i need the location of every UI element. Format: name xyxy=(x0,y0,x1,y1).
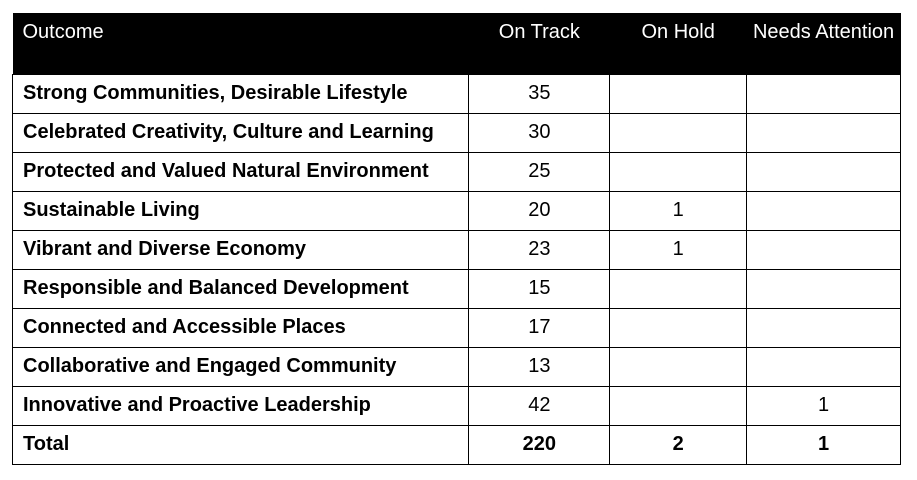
needs-attention-cell xyxy=(746,73,901,114)
table-row: Connected and Accessible Places 17 xyxy=(11,307,901,348)
total-row: Total 220 2 1 xyxy=(11,424,901,465)
needs-attention-cell xyxy=(746,190,901,231)
needs-attention-cell xyxy=(746,268,901,309)
table-row: Collaborative and Engaged Community 13 xyxy=(11,346,901,387)
needs-attention-cell xyxy=(746,151,901,192)
on-track-cell: 35 xyxy=(468,73,611,114)
outcome-cell: Collaborative and Engaged Community xyxy=(11,346,470,387)
outcome-cell: Strong Communities, Desirable Lifestyle xyxy=(11,73,470,114)
on-track-cell: 20 xyxy=(468,190,611,231)
needs-attention-cell xyxy=(746,229,901,270)
on-track-cell: 13 xyxy=(468,346,611,387)
table-row: Celebrated Creativity, Culture and Learn… xyxy=(11,112,901,153)
on-hold-cell xyxy=(609,385,748,426)
outcome-cell: Vibrant and Diverse Economy xyxy=(11,229,470,270)
on-hold-cell xyxy=(609,73,748,114)
outcome-cell: Sustainable Living xyxy=(11,190,470,231)
on-track-cell: 23 xyxy=(468,229,611,270)
needs-attention-cell xyxy=(746,307,901,348)
outcome-cell: Celebrated Creativity, Culture and Learn… xyxy=(11,112,470,153)
table-row: Responsible and Balanced Development 15 xyxy=(11,268,901,309)
outcome-cell: Connected and Accessible Places xyxy=(11,307,470,348)
on-hold-cell: 1 xyxy=(609,229,748,270)
on-hold-cell xyxy=(609,307,748,348)
on-track-cell: 17 xyxy=(468,307,611,348)
on-hold-cell xyxy=(609,151,748,192)
on-track-cell: 25 xyxy=(468,151,611,192)
on-track-cell: 42 xyxy=(468,385,611,426)
on-track-cell: 15 xyxy=(468,268,611,309)
table-row: Vibrant and Diverse Economy 23 1 xyxy=(11,229,901,270)
header-on-track: On Track xyxy=(468,13,610,74)
outcome-cell: Innovative and Proactive Leadership xyxy=(11,385,470,426)
outcome-cell: Responsible and Balanced Development xyxy=(11,268,470,309)
header-needs-attention: Needs Attention xyxy=(746,13,901,74)
header-on-hold: On Hold xyxy=(609,13,747,74)
table-row: Strong Communities, Desirable Lifestyle 3… xyxy=(11,73,901,114)
needs-attention-cell: 1 xyxy=(746,385,901,426)
needs-attention-cell xyxy=(746,112,901,153)
header-outcome: Outcome xyxy=(12,13,469,74)
needs-attention-cell xyxy=(746,346,901,387)
on-hold-cell: 1 xyxy=(609,190,748,231)
on-track-cell: 30 xyxy=(468,112,611,153)
table-row: Protected and Valued Natural Environment… xyxy=(11,151,901,192)
on-hold-cell xyxy=(609,112,748,153)
on-hold-cell xyxy=(609,346,748,387)
table-header-row: Outcome On Track On Hold Needs Attention xyxy=(12,13,901,74)
outcome-cell: Protected and Valued Natural Environment xyxy=(11,151,470,192)
outcomes-status-table: Outcome On Track On Hold Needs Attention… xyxy=(11,13,901,465)
table-body: Strong Communities, Desirable Lifestyle 3… xyxy=(11,73,901,465)
needs-attention-cell: 1 xyxy=(746,424,901,465)
table-row: Innovative and Proactive Leadership 42 1 xyxy=(11,385,901,426)
table-row: Sustainable Living 20 1 xyxy=(11,190,901,231)
on-track-cell: 220 xyxy=(468,424,611,465)
on-hold-cell: 2 xyxy=(609,424,748,465)
on-hold-cell xyxy=(609,268,748,309)
outcome-cell: Total xyxy=(11,424,470,465)
